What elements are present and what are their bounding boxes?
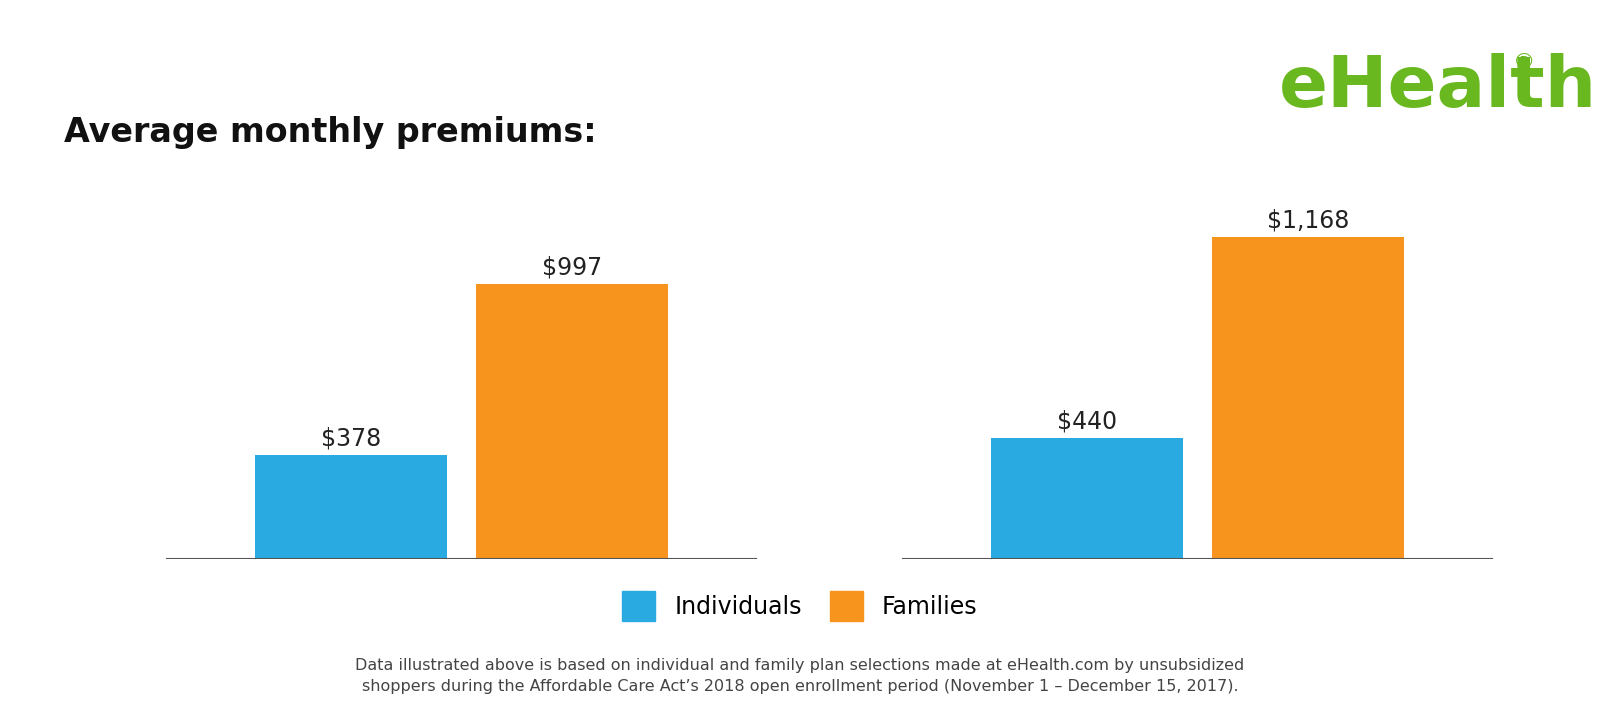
Text: ®: ® [1514,52,1536,72]
Text: $1,168: $1,168 [1267,209,1349,232]
Text: Average monthly premiums:: Average monthly premiums: [64,116,597,149]
Bar [992,438,1182,559]
Text: Data illustrated above is based on individual and family plan selections made at: Data illustrated above is based on indiv… [355,658,1245,694]
Bar [256,455,446,559]
Text: $440: $440 [1058,409,1117,434]
Text: eHealth: eHealth [1280,52,1597,122]
Text: $997: $997 [542,256,602,280]
Text: $378: $378 [322,427,381,451]
Bar [1213,237,1403,559]
Text: INDIVIDUAL & FAMILY PREMIUMS: INDIVIDUAL & FAMILY PREMIUMS [80,57,438,76]
Bar [477,284,667,559]
Legend: Individuals, Families: Individuals, Families [622,591,978,621]
